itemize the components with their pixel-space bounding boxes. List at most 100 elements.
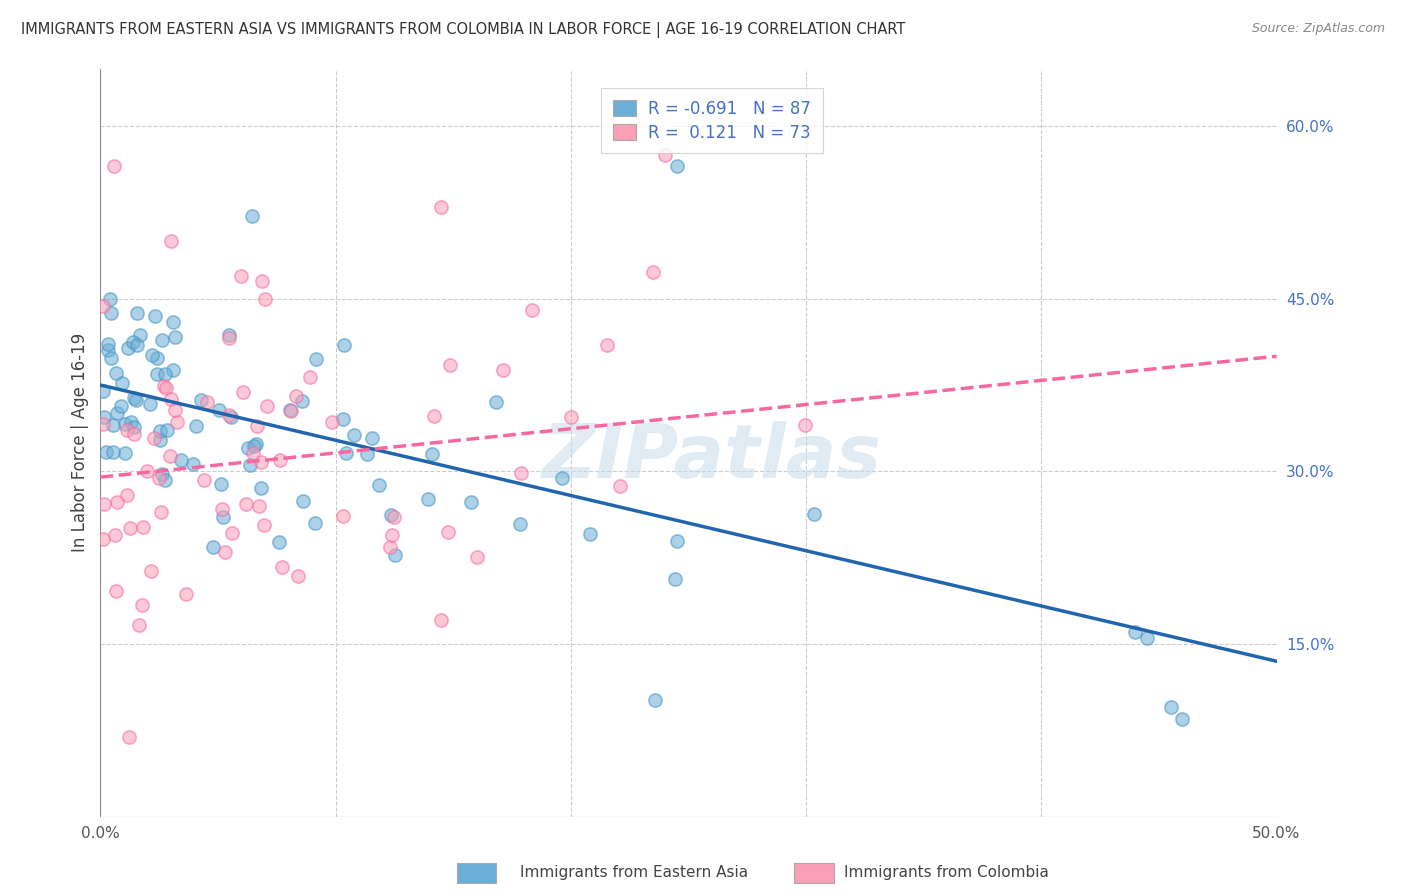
Point bbox=[91, 532, 114, 546]
Point bbox=[166, 415, 188, 429]
Point bbox=[232, 384, 254, 399]
Point bbox=[520, 302, 543, 317]
Point bbox=[219, 410, 242, 425]
Point bbox=[142, 431, 165, 445]
Point bbox=[183, 458, 205, 472]
Point bbox=[253, 292, 276, 306]
Point bbox=[104, 528, 127, 542]
Point bbox=[103, 159, 125, 173]
Point bbox=[184, 418, 207, 433]
Point bbox=[492, 363, 515, 377]
Point bbox=[551, 471, 574, 485]
Point bbox=[153, 367, 176, 381]
Point bbox=[246, 419, 269, 434]
Point bbox=[165, 329, 187, 343]
Text: Immigrants from Colombia: Immigrants from Colombia bbox=[844, 865, 1049, 880]
Point bbox=[420, 447, 443, 461]
Point bbox=[195, 395, 218, 409]
Point bbox=[342, 428, 364, 442]
Point bbox=[579, 526, 602, 541]
Point bbox=[110, 399, 132, 413]
Point bbox=[120, 415, 142, 429]
Point bbox=[155, 381, 177, 395]
Point bbox=[242, 446, 264, 460]
Legend: R = -0.691   N = 87, R =  0.121   N = 73: R = -0.691 N = 87, R = 0.121 N = 73 bbox=[602, 88, 823, 153]
Point bbox=[208, 403, 231, 417]
Point bbox=[93, 409, 115, 424]
Point bbox=[609, 478, 631, 492]
Point bbox=[120, 521, 142, 535]
Point bbox=[149, 505, 172, 519]
Point bbox=[278, 403, 301, 417]
Point bbox=[211, 509, 233, 524]
Point bbox=[101, 418, 124, 433]
Point bbox=[136, 464, 159, 478]
Point bbox=[430, 200, 453, 214]
Point bbox=[146, 367, 169, 381]
Point bbox=[465, 549, 488, 564]
Point bbox=[138, 397, 160, 411]
Point bbox=[97, 337, 120, 351]
Point bbox=[117, 341, 139, 355]
Point bbox=[111, 376, 134, 390]
Point bbox=[146, 351, 169, 365]
Point bbox=[105, 494, 128, 508]
Text: Immigrants from Eastern Asia: Immigrants from Eastern Asia bbox=[520, 865, 748, 880]
Point bbox=[94, 445, 117, 459]
Point bbox=[131, 598, 153, 612]
Point bbox=[139, 564, 162, 578]
Point bbox=[460, 494, 482, 508]
Point bbox=[429, 613, 451, 627]
Point bbox=[160, 392, 183, 406]
Point bbox=[560, 409, 582, 424]
Point bbox=[98, 292, 121, 306]
Point bbox=[91, 299, 114, 313]
Point bbox=[305, 352, 328, 367]
Point bbox=[356, 447, 378, 461]
Point bbox=[152, 379, 174, 393]
Point bbox=[269, 535, 291, 549]
Point bbox=[245, 437, 267, 451]
Point bbox=[221, 526, 243, 541]
Point bbox=[163, 403, 186, 417]
Point bbox=[128, 618, 150, 632]
Point bbox=[149, 424, 172, 438]
Point bbox=[218, 328, 240, 343]
Point bbox=[155, 423, 177, 437]
Point bbox=[485, 395, 508, 409]
Point bbox=[361, 431, 384, 445]
Point bbox=[162, 363, 184, 377]
Point bbox=[159, 449, 181, 463]
Point bbox=[211, 502, 233, 516]
Point bbox=[644, 693, 666, 707]
Point bbox=[509, 517, 531, 532]
Point bbox=[510, 466, 533, 480]
Point bbox=[321, 415, 343, 429]
Point bbox=[641, 265, 664, 279]
Point bbox=[596, 338, 619, 352]
Point bbox=[150, 334, 173, 348]
Point bbox=[93, 497, 115, 511]
Point bbox=[150, 467, 173, 482]
Point bbox=[304, 516, 326, 530]
Point bbox=[104, 584, 127, 599]
Point bbox=[170, 453, 193, 467]
Point bbox=[287, 569, 309, 583]
Point bbox=[201, 541, 224, 555]
Point bbox=[803, 507, 825, 521]
Point bbox=[114, 417, 136, 431]
Point bbox=[122, 427, 145, 442]
Point bbox=[292, 493, 315, 508]
Point bbox=[91, 417, 114, 432]
Point bbox=[122, 419, 145, 434]
Point bbox=[97, 343, 120, 358]
Point bbox=[125, 306, 148, 320]
Point bbox=[114, 446, 136, 460]
Point bbox=[218, 408, 240, 422]
Point bbox=[247, 499, 270, 513]
Point bbox=[235, 497, 257, 511]
Point bbox=[148, 471, 170, 485]
Point bbox=[333, 337, 356, 351]
Point bbox=[382, 509, 405, 524]
Point bbox=[128, 327, 150, 342]
